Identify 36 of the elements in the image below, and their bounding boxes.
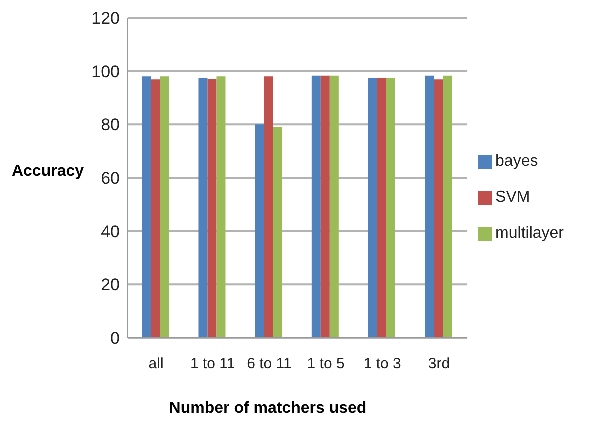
bar [142,76,152,338]
y-tick-label: 80 [101,116,120,135]
bar [264,76,274,338]
y-tick-label: 0 [110,329,120,348]
bar [273,127,282,338]
legend-label: SVM [496,189,530,206]
bar [151,80,160,338]
x-tick-label: 1 to 11 [190,356,236,373]
y-tick-label: 100 [92,62,120,82]
y-tick-label: 60 [101,169,120,188]
x-tick-label: 1 to 3 [364,356,402,373]
bar [216,76,226,338]
x-tick-label: 3rd [428,356,450,373]
bar [386,78,396,338]
bar [255,124,264,338]
bar [208,79,217,338]
x-tick-label: 6 to 11 [247,356,292,373]
legend-label: bayes [496,153,538,170]
x-tick-label: 1 to 5 [307,356,345,373]
bar [443,76,452,338]
bar [312,76,321,338]
bar [198,78,208,338]
bar [434,80,444,338]
bar [160,76,170,338]
y-tick-label: 40 [101,222,120,242]
y-tick-label: 120 [92,9,120,28]
bar [320,76,330,338]
bar [368,78,378,338]
bar [425,76,434,338]
y-axis-title: Accuracy [10,163,86,181]
x-tick-label: all [148,356,164,373]
x-axis-title: Number of matchers used [168,400,368,418]
bar [378,78,386,338]
y-tick-label: 20 [101,276,120,295]
legend-label: multilayer [496,225,564,242]
bar [330,76,339,338]
